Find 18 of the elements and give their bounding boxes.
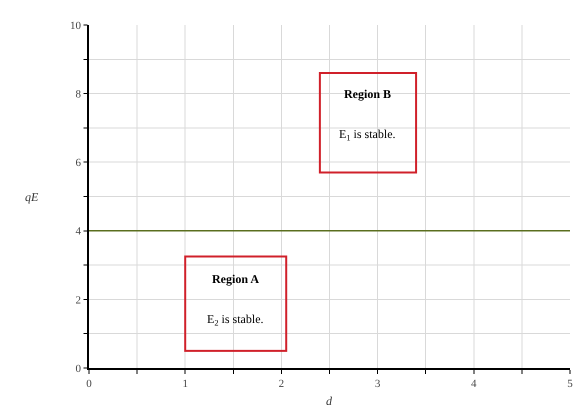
x-tick-label: 1: [182, 378, 188, 390]
y-tick-label: 8: [76, 88, 82, 100]
x-tick-label: 0: [86, 378, 92, 390]
y-tick-label: 4: [76, 226, 82, 238]
x-tick-label: 2: [278, 378, 284, 390]
x-tick-label: 4: [471, 378, 478, 390]
annotation: E$_{2}$ is stable.: [207, 312, 264, 328]
y-tick-label: 6: [76, 157, 82, 170]
y-axis-title: qE: [25, 190, 39, 204]
annotation: Region A: [212, 272, 260, 286]
annotation: E$_{1}$ is stable.: [339, 127, 396, 143]
y-tick-label: 2: [76, 294, 82, 306]
y-tick-label: 10: [70, 20, 82, 32]
annotation: Region B: [344, 87, 392, 101]
x-axis-title: d: [326, 394, 333, 405]
y-tick-label: 0: [76, 362, 82, 375]
x-tick-label: 5: [567, 378, 574, 390]
x-tick-label: 3: [374, 378, 381, 390]
